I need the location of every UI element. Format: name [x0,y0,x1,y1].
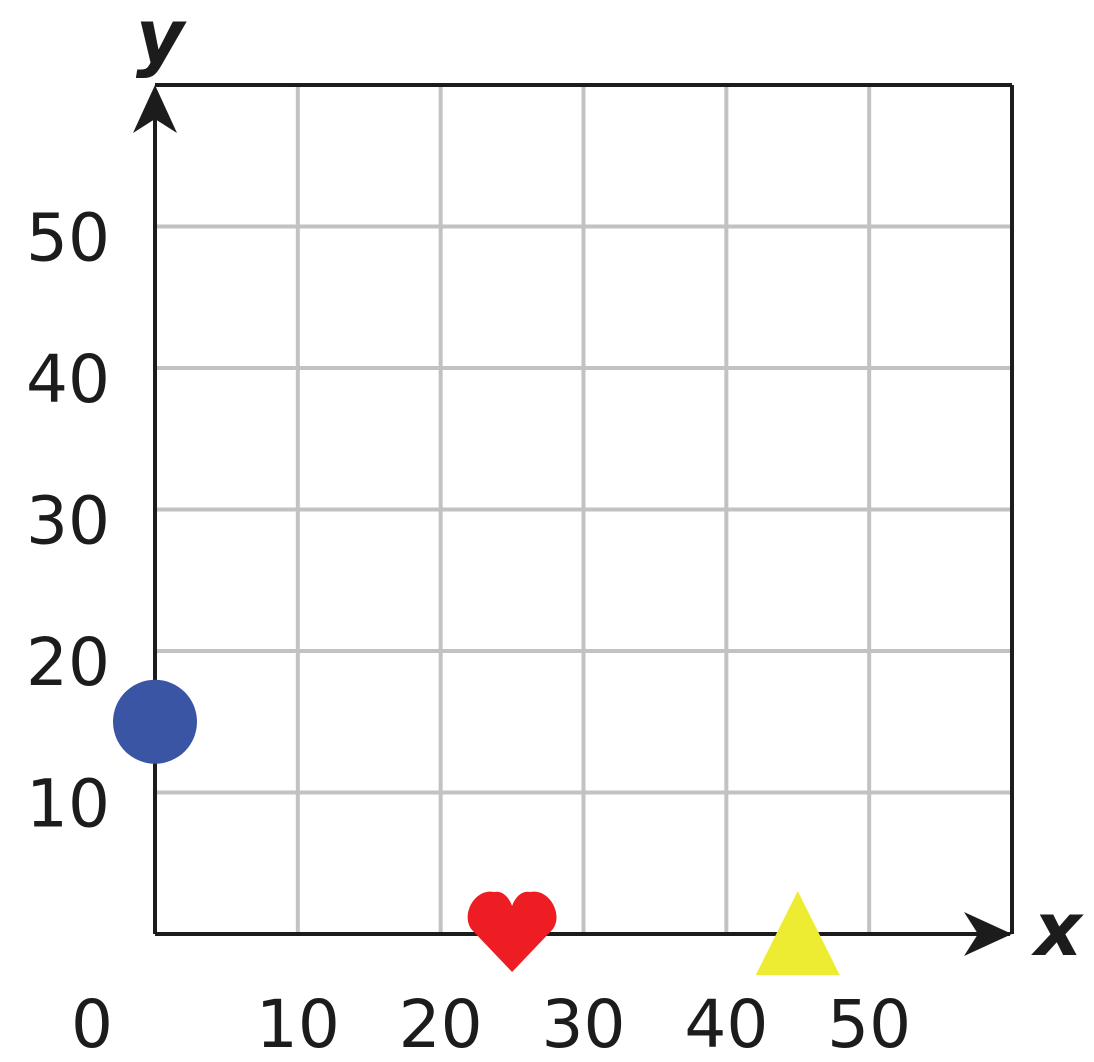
axes [133,85,1012,956]
tick-labels: 0 10 20 30 40 50 10 20 30 40 50 [26,200,911,1062]
x-tick-label: 40 [684,986,768,1062]
x-tick-label: 30 [542,986,626,1062]
y-tick-label: 50 [26,200,110,277]
data-points [113,679,840,975]
x-axis-label: x [1030,887,1084,973]
y-tick-label: 10 [26,766,110,843]
y-tick-label: 40 [26,341,110,418]
x-tick-label: 10 [256,986,340,1062]
grid-lines [155,85,1012,934]
blue-circle-point [113,679,197,764]
plot-frame [155,83,1014,934]
x-axis-arrow-icon [964,912,1012,956]
red-heart-point [467,891,557,972]
y-tick-label: 20 [26,624,110,701]
y-axis-arrow-icon [133,85,177,133]
y-axis-label: y [136,0,187,80]
yellow-triangle-point [755,891,840,975]
x-tick-label: 50 [827,986,911,1062]
y-tick-label: 30 [26,483,110,560]
x-tick-label: 0 [71,986,113,1062]
x-tick-label: 20 [399,986,483,1062]
